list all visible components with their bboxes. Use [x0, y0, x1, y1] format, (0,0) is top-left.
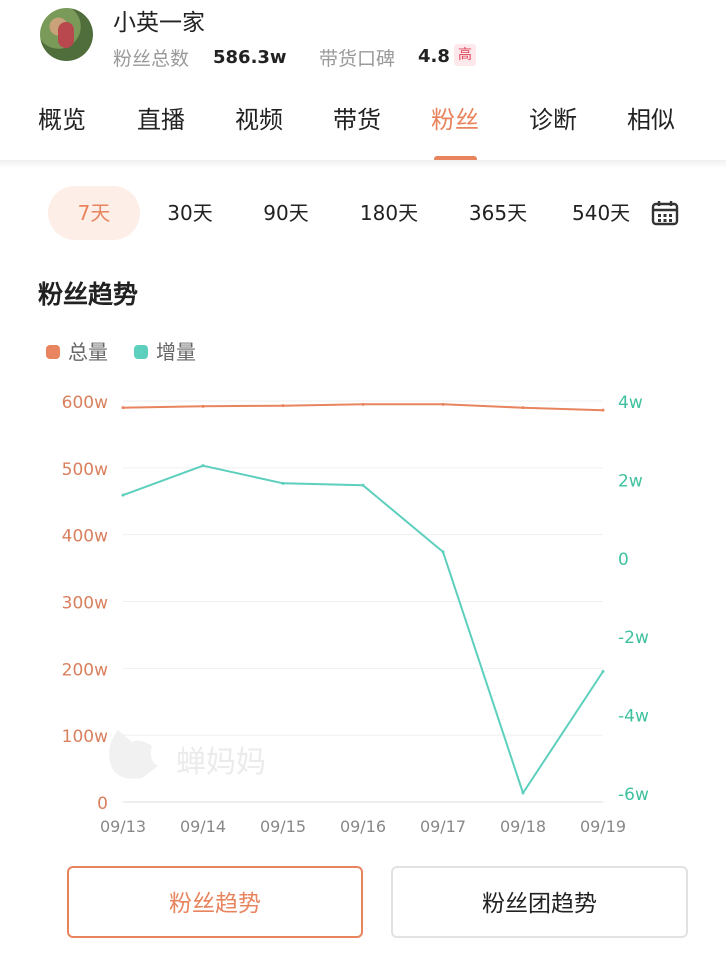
- tab-fans[interactable]: 粉丝: [431, 106, 479, 134]
- x-axis-tick-label: 09/19: [580, 817, 626, 836]
- left-axis-tick-label: 500w: [62, 460, 108, 480]
- data-point-total: [201, 404, 205, 408]
- left-axis-tick-label: 200w: [62, 660, 108, 680]
- period-365d[interactable]: 365天: [468, 201, 528, 225]
- x-axis-tick-label: 09/17: [420, 817, 466, 836]
- tab-sales[interactable]: 带货: [333, 106, 381, 134]
- tab-live[interactable]: 直播: [137, 106, 185, 134]
- left-axis-tick-label: 100w: [62, 727, 108, 747]
- series-line-increment: [122, 464, 604, 794]
- x-axis-tick-label: 09/14: [180, 817, 226, 836]
- period-90d[interactable]: 90天: [263, 201, 309, 225]
- legend-increment[interactable]: 增量: [134, 336, 196, 365]
- data-point-increment: [521, 791, 525, 795]
- data-point-total: [361, 402, 365, 406]
- period-180d[interactable]: 180天: [359, 201, 419, 225]
- period-30d[interactable]: 30天: [167, 201, 213, 225]
- account-name: 小英一家: [113, 10, 205, 36]
- right-axis-tick-label: -2w: [618, 628, 649, 648]
- watermark-logo-icon: [109, 730, 158, 779]
- legend-total[interactable]: 总量: [46, 336, 108, 365]
- right-axis-tick-label: 4w: [618, 393, 643, 413]
- data-point-total: [281, 404, 285, 408]
- left-axis-tick-label: 600w: [62, 393, 108, 413]
- tab-similar[interactable]: 相似: [627, 106, 675, 134]
- chart-grid: [123, 400, 603, 803]
- data-point-total: [441, 402, 445, 406]
- reputation-label: 带货口碑: [319, 48, 396, 70]
- left-axis-tick-label: 400w: [62, 527, 108, 547]
- data-point-increment: [281, 481, 285, 485]
- profile-header: 小英一家 粉丝总数 586.3w 带货口碑 4.8 高: [0, 0, 726, 80]
- left-axis-tick-label: 300w: [62, 594, 108, 614]
- reputation-badge: 高: [454, 44, 476, 66]
- fans-trend-button[interactable]: 粉丝趋势: [67, 866, 363, 938]
- fans-label: 粉丝总数: [113, 48, 190, 70]
- fans-count: 586.3w: [213, 47, 287, 68]
- data-point-increment: [601, 669, 605, 673]
- active-tab-indicator: [434, 156, 477, 162]
- data-point-increment: [361, 483, 365, 487]
- watermark: 蝉妈妈: [109, 730, 266, 780]
- x-axis-tick-label: 09/16: [340, 817, 386, 836]
- tab-videos[interactable]: 视频: [235, 106, 283, 134]
- data-point-increment: [201, 464, 205, 468]
- right-axis-tick-label: 2w: [618, 471, 643, 491]
- fans-trend-title: 粉丝趋势: [38, 280, 139, 309]
- fan-group-trend-button[interactable]: 粉丝团趋势: [391, 866, 688, 938]
- data-point-total: [121, 406, 125, 410]
- left-axis-tick-label: 0: [97, 794, 108, 814]
- x-axis-tick-label: 09/13: [100, 817, 146, 836]
- legend-total-label: 总量: [68, 340, 108, 364]
- right-axis-tick-label: 0: [618, 550, 629, 570]
- legend-total-swatch: [46, 344, 60, 359]
- data-point-increment: [441, 550, 445, 554]
- x-axis: 09/13 09/14 09/15 09/16 09/17 09/18 09/19: [100, 817, 626, 836]
- tab-diagnosis[interactable]: 诊断: [529, 106, 577, 134]
- legend-increment-swatch: [134, 344, 148, 359]
- avatar[interactable]: [40, 8, 93, 61]
- period-7d[interactable]: 7天: [48, 186, 140, 240]
- watermark-text: 蝉妈妈: [176, 745, 266, 780]
- x-axis-tick-label: 09/18: [500, 817, 546, 836]
- legend-increment-label: 增量: [156, 340, 196, 364]
- right-axis-tick-label: -6w: [618, 785, 649, 805]
- data-point-increment: [121, 493, 125, 497]
- main-tabs: 概览 直播 视频 带货 粉丝 诊断 相似: [0, 90, 726, 162]
- tab-overview[interactable]: 概览: [38, 106, 86, 134]
- calendar-icon[interactable]: [651, 200, 679, 226]
- series-lines: [121, 402, 605, 795]
- tabs-divider: [0, 160, 726, 168]
- x-axis-tick-label: 09/15: [260, 817, 306, 836]
- right-axis-tick-label: -4w: [618, 707, 649, 727]
- right-axis: -6w -4w -2w 0 2w 4w: [618, 393, 649, 805]
- data-point-total: [521, 406, 525, 410]
- reputation-score: 4.8: [418, 46, 450, 67]
- fans-trend-chart[interactable]: 蝉妈妈 0 100w 200w 300w 400w 500w 600w -6w -4w -2w 0…: [0, 380, 726, 840]
- period-selector: 7天 30天 90天 180天 365天 540天: [0, 186, 726, 240]
- left-axis: 0 100w 200w 300w 400w 500w 600w: [62, 393, 108, 814]
- data-point-total: [601, 408, 605, 412]
- period-540d[interactable]: 540天: [572, 201, 631, 225]
